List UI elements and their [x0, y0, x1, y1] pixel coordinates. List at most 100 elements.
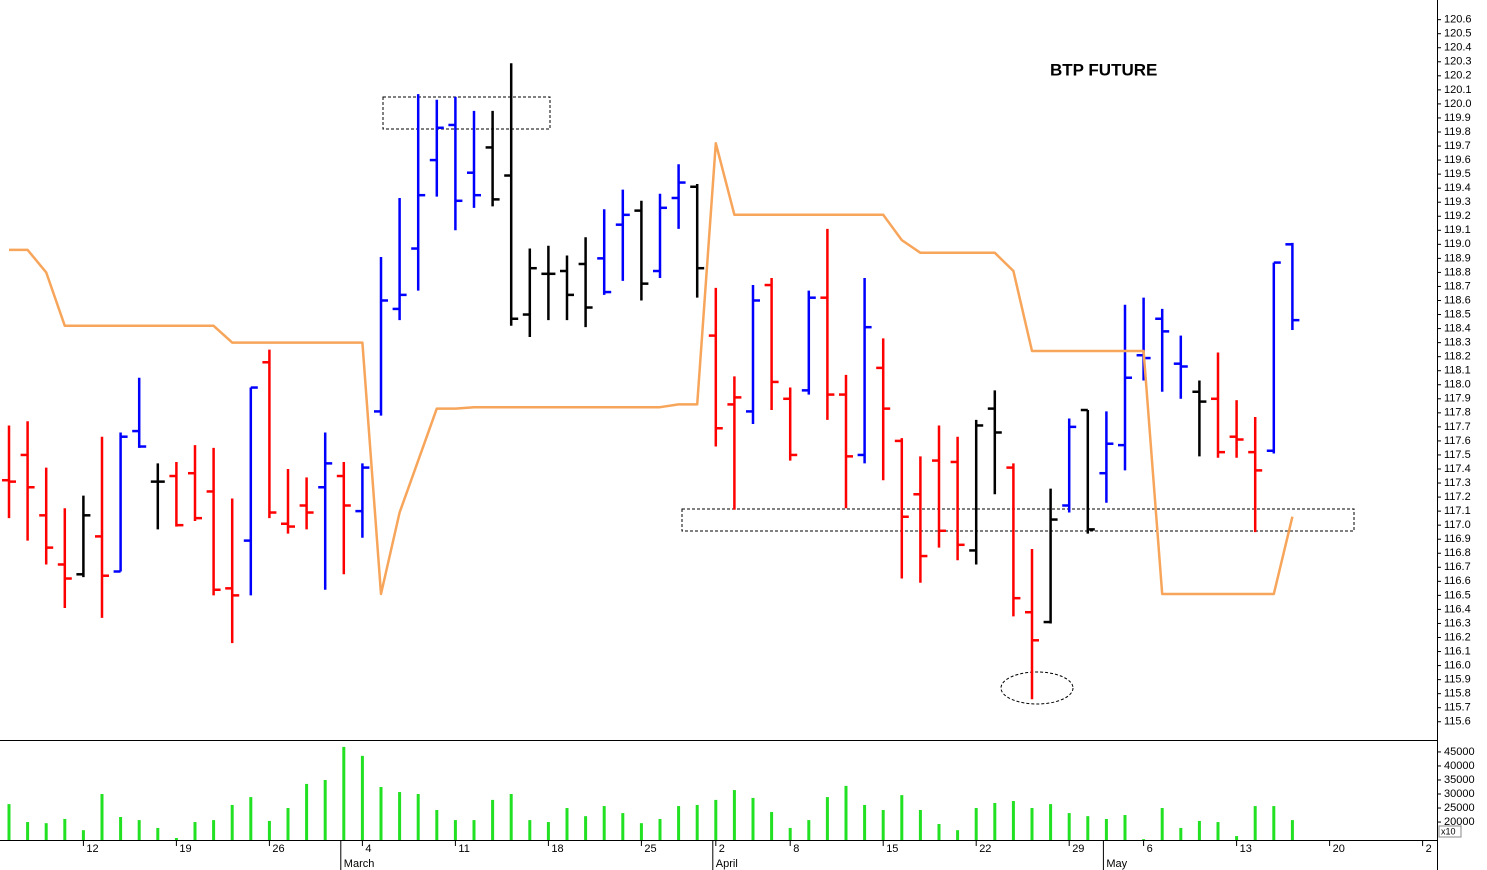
volume-bar	[267, 820, 271, 840]
y-tick-label: 118.2	[1444, 351, 1471, 363]
y-tick-label: 118.4	[1444, 322, 1471, 334]
y-tick-label: 120.0	[1444, 98, 1472, 110]
volume-tick-label: 45000	[1444, 746, 1475, 758]
y-tick-label: 119.7	[1444, 140, 1471, 152]
y-tick-label: 118.3	[1444, 337, 1471, 349]
volume-bar	[788, 827, 792, 840]
volume-tick-label: 40000	[1444, 760, 1475, 772]
y-tick-label: 120.1	[1444, 84, 1472, 96]
x-tick-label: 19	[179, 843, 191, 855]
volume-bar	[546, 822, 550, 840]
volume-bar	[639, 823, 643, 840]
volume-bar	[174, 838, 178, 840]
y-tick-label: 119.8	[1444, 126, 1471, 138]
volume-bar	[528, 820, 532, 840]
volume-bar	[602, 806, 606, 840]
x-tick-label: 12	[86, 843, 98, 855]
y-tick-label: 119.9	[1444, 112, 1471, 124]
x-tick-label: 22	[979, 843, 991, 855]
y-tick-label: 117.7	[1444, 421, 1471, 433]
volume-bar	[918, 809, 922, 840]
y-tick-label: 116.8	[1444, 547, 1471, 559]
chart-title: BTP FUTURE	[1050, 60, 1157, 79]
y-tick-label: 119.4	[1444, 182, 1471, 194]
volume-bar	[1197, 820, 1201, 840]
volume-scale-label: x10	[1441, 826, 1456, 836]
volume-bar	[360, 755, 364, 840]
y-tick-label: 115.9	[1444, 674, 1471, 686]
volume-tick-label: 25000	[1444, 802, 1475, 814]
support-box	[681, 508, 1355, 532]
volume-bar	[286, 808, 290, 840]
y-tick-label: 118.8	[1444, 266, 1471, 278]
y-tick-label: 116.6	[1444, 575, 1471, 587]
y-tick-label: 119.1	[1444, 224, 1471, 236]
x-tick-label: 6	[1147, 843, 1153, 855]
volume-bar	[881, 809, 885, 840]
volume-bar	[1179, 827, 1183, 840]
x-tick-label: 15	[886, 843, 898, 855]
x-tick-label: 2	[719, 843, 725, 855]
volume-bar	[1290, 820, 1294, 840]
volume-bar	[695, 804, 699, 840]
month-label: April	[716, 858, 738, 870]
volume-bar	[26, 822, 30, 840]
x-tick-label: 8	[793, 843, 799, 855]
x-tick-label: 4	[365, 843, 371, 855]
y-tick-label: 116.2	[1444, 631, 1471, 643]
volume-bar	[398, 792, 402, 840]
volume-bar	[770, 811, 774, 840]
y-tick-label: 119.2	[1444, 210, 1471, 222]
volume-bar	[993, 802, 997, 840]
volume-bar	[305, 783, 309, 840]
volume-bar	[1160, 808, 1164, 840]
volume-bar	[1253, 806, 1257, 840]
x-tick-label: 25	[644, 843, 656, 855]
y-tick-label: 116.5	[1444, 589, 1471, 601]
y-tick-label: 117.6	[1444, 435, 1471, 447]
volume-bar	[81, 830, 85, 840]
volume-bar	[751, 797, 755, 840]
volume-bar	[714, 799, 718, 840]
volume-bar	[825, 797, 829, 840]
y-tick-label: 115.7	[1444, 702, 1471, 714]
volume-bar	[453, 820, 457, 840]
volume-bar	[677, 806, 681, 840]
volume-bar	[732, 790, 736, 840]
volume-bar	[63, 818, 67, 840]
volume-bar	[863, 804, 867, 840]
volume-bar	[584, 816, 588, 840]
y-tick-label: 119.3	[1444, 196, 1471, 208]
volume-bar	[1104, 818, 1108, 840]
x-tick-label: 18	[551, 843, 563, 855]
x-tick-label: 29	[1072, 843, 1084, 855]
y-tick-label: 120.4	[1444, 42, 1472, 54]
highlight-box	[382, 96, 551, 130]
volume-bar	[937, 824, 941, 840]
volume-bar	[807, 820, 811, 840]
y-tick-label: 118.1	[1444, 365, 1471, 377]
volume-bar	[1142, 839, 1146, 840]
volume-bar	[1123, 815, 1127, 840]
volume-bar	[565, 808, 569, 840]
volume-bar	[119, 817, 123, 840]
y-tick-label: 117.9	[1444, 393, 1471, 405]
y-tick-label: 117.3	[1444, 477, 1471, 489]
x-tick-label: 11	[458, 843, 469, 855]
volume-bar	[342, 746, 346, 840]
volume-bar	[956, 830, 960, 840]
volume-bar	[509, 794, 513, 840]
volume-bar	[900, 795, 904, 840]
volume-bar	[44, 823, 48, 840]
y-tick-label: 117.5	[1444, 449, 1471, 461]
scale-box	[1438, 825, 1462, 838]
volume-bar	[621, 813, 625, 840]
volume-bar	[1049, 804, 1053, 840]
y-tick-label: 120.3	[1444, 56, 1472, 68]
y-tick-label: 118.6	[1444, 294, 1471, 306]
y-tick-label: 119.0	[1444, 238, 1471, 250]
y-tick-label: 119.6	[1444, 154, 1471, 166]
x-tick-label: 26	[272, 843, 284, 855]
y-tick-label: 117.8	[1444, 407, 1471, 419]
